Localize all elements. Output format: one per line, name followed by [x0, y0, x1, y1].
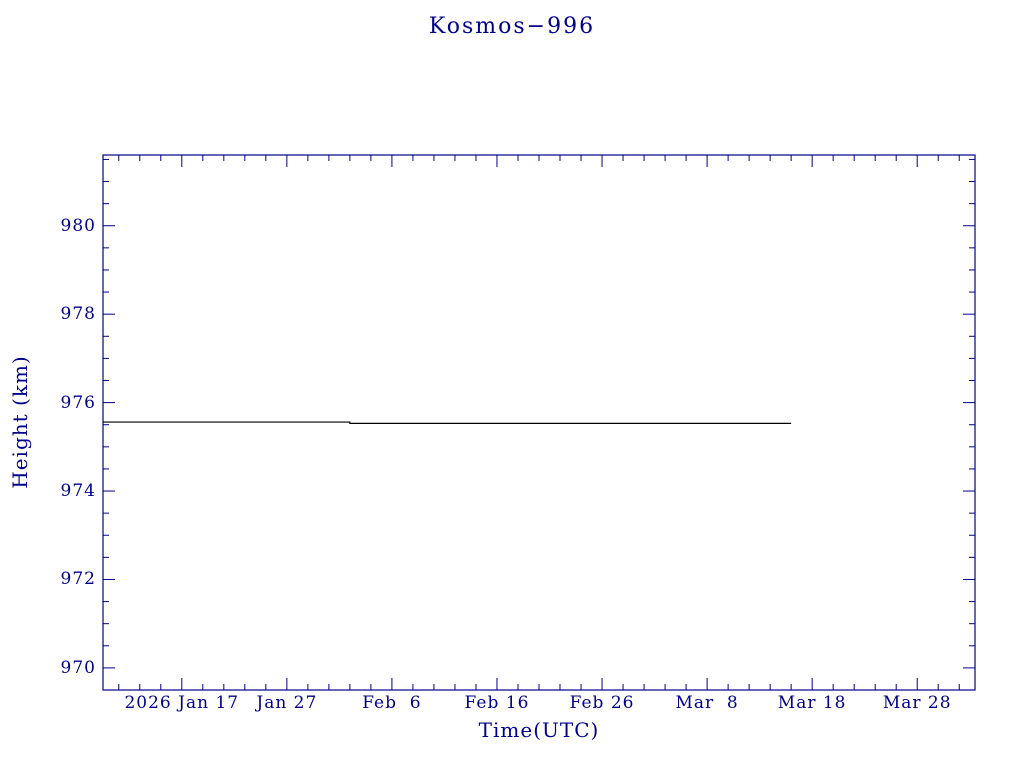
y-tick-label: 974 [60, 481, 96, 502]
x-tick-label: Mar 18 [777, 693, 847, 713]
y-tick-label: 970 [60, 657, 96, 678]
y-tick-label: 980 [60, 215, 96, 236]
y-tick-label: 972 [60, 569, 96, 590]
x-tick-label: Feb 16 [464, 693, 530, 713]
x-tick-label: Feb 6 [362, 693, 422, 713]
chart-title: Kosmos−996 [428, 14, 596, 39]
x-tick-label: Mar 28 [882, 693, 952, 713]
y-tick-label: 978 [60, 304, 96, 325]
y-tick-label: 976 [60, 392, 96, 413]
x-tick-label: Mar 8 [675, 693, 739, 713]
x-tick-label: Jan 27 [256, 693, 318, 713]
x-tick-label: Feb 26 [569, 693, 635, 713]
x-tick-label: 2026 Jan 17 [124, 693, 240, 713]
x-axis-label: Time(UTC) [478, 718, 600, 742]
data-line-height [103, 421, 792, 424]
